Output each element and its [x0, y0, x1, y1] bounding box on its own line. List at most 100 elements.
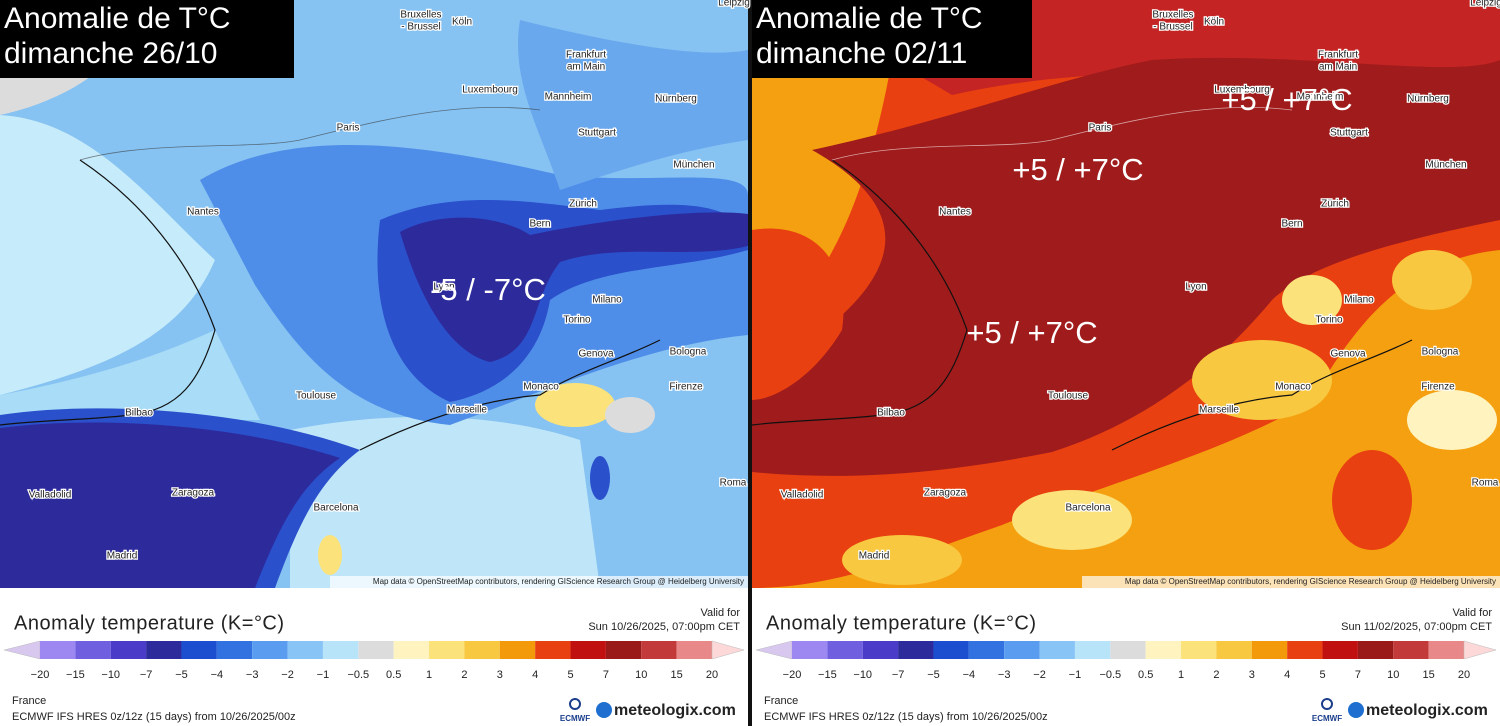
- city-label: Nantes: [939, 207, 971, 218]
- map-attribution: Map data © OpenStreetMap contributors, r…: [373, 577, 744, 586]
- legend-swatch: [827, 641, 863, 659]
- city-label: - Brussel: [401, 22, 440, 33]
- anomaly-annotation: +5 / +7°C: [966, 315, 1097, 350]
- legend-scale-label: 2: [1213, 669, 1219, 681]
- legend-scale-label: 20: [706, 669, 718, 681]
- city-label: Milano: [1344, 295, 1374, 306]
- city-label: Mannheim: [545, 92, 592, 103]
- city-label: Zaragoza: [924, 488, 967, 499]
- legend-title: Anomaly temperature (K=°C): [14, 612, 285, 634]
- legend-scale-label: 2: [461, 669, 467, 681]
- city-label: Bologna: [1422, 347, 1459, 358]
- legend-swatch: [1322, 641, 1358, 659]
- city-label: Leipzig: [718, 0, 750, 9]
- map-left: [0, 0, 748, 588]
- anomaly-annotation: +5 / +7°C: [1012, 152, 1143, 187]
- city-label: Madrid: [859, 551, 890, 562]
- legend-swatch: [1357, 641, 1394, 659]
- anomaly-annotation: +5 / +7°C: [1221, 82, 1352, 117]
- legend-swatch: [933, 641, 969, 659]
- legend-swatch: [1004, 641, 1040, 659]
- footer-region: France: [12, 695, 46, 707]
- city-label: Leipzig: [1470, 0, 1500, 9]
- title-box: [0, 0, 294, 78]
- map-title: dimanche 02/11: [756, 37, 967, 70]
- city-label: Marseille: [1199, 405, 1239, 416]
- valid-for-label: Valid for: [700, 607, 740, 619]
- city-label: Stuttgart: [1330, 128, 1368, 139]
- city-label: Paris: [1089, 123, 1112, 134]
- city-label: Firenze: [1421, 382, 1455, 393]
- meteologix-icon: [596, 702, 612, 718]
- map-attribution: Map data © OpenStreetMap contributors, r…: [1125, 577, 1496, 586]
- legend-swatch: [499, 641, 536, 659]
- city-label: Nantes: [187, 207, 219, 218]
- legend-scale-label: −15: [66, 669, 85, 681]
- legend-swatch: [252, 641, 288, 659]
- city-label: Bruxelles: [400, 10, 441, 21]
- legend-scale-label: 3: [1249, 669, 1255, 681]
- legend-swatch: [792, 641, 828, 659]
- map-right: [752, 0, 1500, 588]
- logo-meteologix: meteologix.com: [1366, 702, 1488, 719]
- city-label: Roma: [1472, 478, 1499, 489]
- legend-scale-label: −10: [853, 669, 872, 681]
- city-label: Madrid: [107, 551, 138, 562]
- logo-ecmwf: ECMWF: [560, 714, 590, 723]
- legend-scale-label: −0.5: [347, 669, 369, 681]
- legend-scale-label: −7: [892, 669, 905, 681]
- legend-scale-label: 4: [532, 669, 538, 681]
- city-label: Lyon: [1185, 282, 1206, 293]
- legend-scale-label: 5: [567, 669, 573, 681]
- legend-scale-label: −1: [317, 669, 330, 681]
- panel: Leipzig Bruxelles- Brussel Köln Frankfurtam…: [0, 0, 750, 724]
- legend-swatch: [1393, 641, 1429, 659]
- city-label: Frankfurt: [566, 50, 606, 61]
- legend-swatch: [968, 641, 1005, 659]
- attribution-bg: [1082, 576, 1500, 588]
- valid-for-date: Sun 11/02/2025, 07:00pm CET: [1341, 621, 1492, 633]
- legend-swatch: [429, 641, 465, 659]
- city-label: Zürich: [1321, 199, 1349, 210]
- legend-scale-label: 1: [426, 669, 432, 681]
- footer-model: ECMWF IFS HRES 0z/12z (15 days) from 10/…: [764, 711, 1048, 723]
- city-label: Roma: [720, 478, 747, 489]
- legend-swatch: [75, 641, 111, 659]
- legend-swatch: [358, 641, 394, 659]
- city-label: Nürnberg: [655, 94, 697, 105]
- legend-scale-label: 10: [635, 669, 647, 681]
- attribution-bg: [330, 576, 748, 588]
- map-title: Anomalie de T°C: [4, 2, 231, 35]
- title-box: [752, 0, 1032, 78]
- footer-model: ECMWF IFS HRES 0z/12z (15 days) from 10/…: [12, 711, 296, 723]
- logo-meteologix: meteologix.com: [614, 702, 736, 719]
- legend-scale-label: −3: [246, 669, 259, 681]
- legend-swatch: [605, 641, 642, 659]
- legend-swatch: [862, 641, 899, 659]
- city-label: Zaragoza: [172, 488, 215, 499]
- legend-scale-label: 7: [1355, 669, 1361, 681]
- legend-scale-label: 20: [1458, 669, 1470, 681]
- legend-scale-label: 4: [1284, 669, 1290, 681]
- valid-for-label: Valid for: [1452, 607, 1492, 619]
- legend-swatch: [1039, 641, 1075, 659]
- footer-region: France: [764, 695, 798, 707]
- legend-scale-label: 10: [1387, 669, 1399, 681]
- legend-swatch: [898, 641, 934, 659]
- legend-scale-label: −2: [281, 669, 294, 681]
- legend-scale-label: −2: [1033, 669, 1046, 681]
- city-label: Mannheim: [1297, 92, 1344, 103]
- city-label: am Main: [1319, 62, 1357, 73]
- city-label: Frankfurt: [1318, 50, 1358, 61]
- ecmwf-icon: [569, 698, 581, 710]
- legend-scale-label: −10: [101, 669, 120, 681]
- city-label: am Main: [567, 62, 605, 73]
- city-label: Valladolid: [29, 490, 72, 501]
- legend-title: Anomaly temperature (K=°C): [766, 612, 1037, 634]
- legend-swatch: [1251, 641, 1288, 659]
- map-title: dimanche 26/10: [4, 37, 218, 70]
- legend-swatch: [110, 641, 147, 659]
- city-label: Bilbao: [877, 408, 905, 419]
